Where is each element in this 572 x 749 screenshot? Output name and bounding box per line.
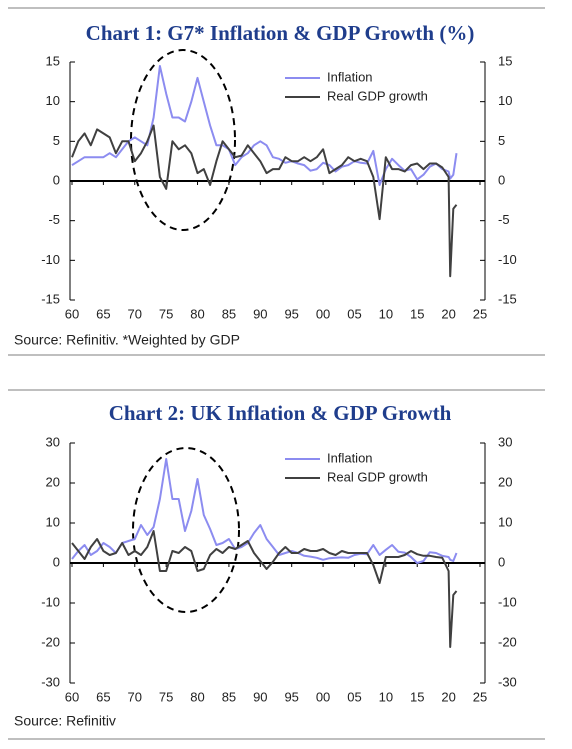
x-tick-label: 95	[284, 306, 298, 321]
y2-tick-label: 10	[498, 93, 512, 108]
x-tick-label: 25	[473, 689, 487, 704]
x-tick-label: 85	[222, 689, 236, 704]
x-tick-label: 90	[253, 689, 267, 704]
x-tick-label: 05	[347, 306, 361, 321]
series-line	[71, 124, 458, 278]
series-line	[71, 458, 458, 564]
y-tick-label: 20	[46, 474, 60, 489]
x-tick-label: 80	[190, 689, 204, 704]
x-tick-label: 25	[473, 306, 487, 321]
y2-tick-label: 5	[498, 133, 505, 148]
y2-tick-label: 0	[498, 554, 505, 569]
y-tick-label: 10	[46, 514, 60, 529]
y2-tick-label: -15	[498, 291, 517, 306]
x-tick-label: 10	[379, 689, 393, 704]
legend-label: Inflation	[327, 450, 373, 465]
y2-tick-label: -5	[498, 212, 510, 227]
source: Source: Refinitiv	[14, 713, 116, 729]
x-tick-label: 70	[128, 306, 142, 321]
y2-tick-label: 10	[498, 514, 512, 529]
chart-title: Chart 1: G7* Inflation & GDP Growth (%)	[86, 21, 475, 45]
x-tick-label: 85	[222, 306, 236, 321]
y-tick-label: 5	[53, 133, 60, 148]
x-tick-label: 75	[159, 306, 173, 321]
series-line	[71, 65, 458, 186]
x-tick-label: 95	[284, 689, 298, 704]
y-tick-label: 0	[53, 172, 60, 187]
x-tick-label: 65	[96, 689, 110, 704]
x-tick-label: 60	[65, 689, 79, 704]
legend-label: Inflation	[327, 69, 373, 84]
chart-title: Chart 2: UK Inflation & GDP Growth	[109, 401, 452, 425]
x-tick-label: 10	[379, 306, 393, 321]
y-tick-label: -30	[41, 674, 60, 689]
y2-tick-label: 30	[498, 434, 512, 449]
y-tick-label: -20	[41, 634, 60, 649]
x-tick-label: 20	[441, 689, 455, 704]
source: Source: Refinitiv. *Weighted by GDP	[14, 332, 240, 348]
y-tick-label: -10	[41, 252, 60, 267]
y2-tick-label: -10	[498, 594, 517, 609]
legend-label: Real GDP growth	[327, 469, 428, 484]
x-tick-label: 65	[96, 306, 110, 321]
y2-tick-label: -30	[498, 674, 517, 689]
y-tick-label: 15	[46, 53, 60, 68]
x-tick-label: 80	[190, 306, 204, 321]
x-tick-label: 15	[410, 306, 424, 321]
x-tick-label: 60	[65, 306, 79, 321]
highlight-ellipse	[132, 447, 240, 613]
y-tick-label: 30	[46, 434, 60, 449]
x-tick-label: 05	[347, 689, 361, 704]
y-tick-label: 0	[53, 554, 60, 569]
y2-tick-label: -10	[498, 252, 517, 267]
x-tick-label: 90	[253, 306, 267, 321]
y2-tick-label: -20	[498, 634, 517, 649]
x-tick-label: 20	[441, 306, 455, 321]
y-tick-label: -10	[41, 594, 60, 609]
x-tick-label: 75	[159, 689, 173, 704]
x-tick-label: 15	[410, 689, 424, 704]
y2-tick-label: 20	[498, 474, 512, 489]
series-line	[71, 530, 458, 648]
y-tick-label: 10	[46, 93, 60, 108]
x-tick-label: 00	[316, 689, 330, 704]
legend-label: Real GDP growth	[327, 88, 428, 103]
x-tick-label: 00	[316, 306, 330, 321]
highlight-ellipse	[130, 49, 236, 231]
y2-tick-label: 15	[498, 53, 512, 68]
y2-tick-label: 0	[498, 172, 505, 187]
x-tick-label: 70	[128, 689, 142, 704]
y-tick-label: -5	[48, 212, 60, 227]
y-tick-label: -15	[41, 291, 60, 306]
